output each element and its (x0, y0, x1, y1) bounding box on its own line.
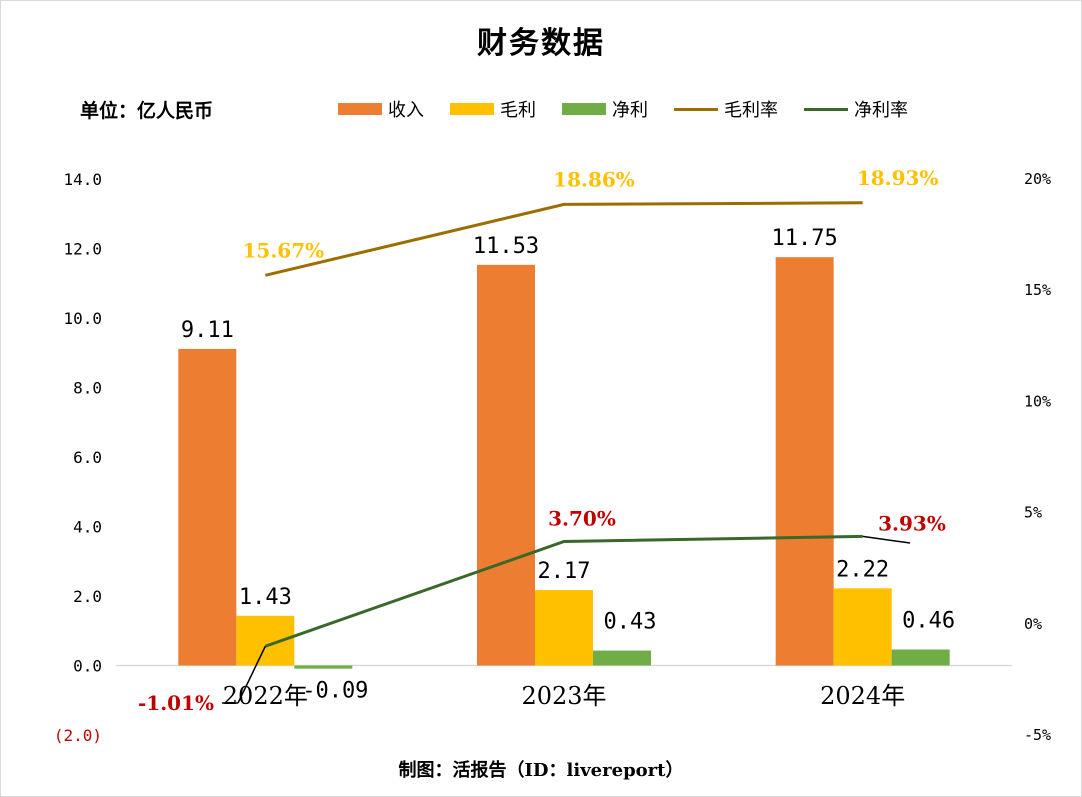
gross-margin-label: 18.93% (857, 166, 939, 190)
legend-swatch-net-margin (804, 107, 848, 111)
bar-data-label: 11.53 (473, 234, 539, 259)
left-axis-tick-label: 10.0 (63, 309, 102, 328)
left-axis-tick-label: 4.0 (73, 518, 102, 537)
legend-item-revenue: 收入 (338, 96, 424, 122)
left-axis-tick-label: 2.0 (73, 587, 102, 606)
bar-data-label: 0.46 (902, 609, 955, 634)
right-axis-tick-label: 15% (1024, 281, 1051, 299)
bar-1-2 (833, 588, 892, 666)
chart-title: 财务数据 (477, 26, 605, 61)
legend: 收入 毛利 净利 毛利率 净利率 (338, 96, 934, 122)
left-axis-tick-label: 0.0 (73, 657, 102, 676)
legend-label-net-margin: 净利率 (854, 100, 908, 121)
footer-credit: 制图：活报告（ID：livereport） (398, 760, 684, 781)
category-label: 2022年 (223, 682, 308, 710)
bar-2-1 (593, 650, 651, 666)
right-axis-tick-label: 10% (1024, 392, 1051, 410)
left-axis-tick-label: 6.0 (73, 448, 102, 467)
legend-swatch-revenue (338, 103, 382, 115)
category-label: 2024年 (820, 682, 905, 710)
legend-swatch-gross-margin (674, 107, 718, 111)
legend-item-net-margin: 净利率 (804, 96, 908, 122)
legend-item-gross-margin: 毛利率 (674, 96, 778, 122)
bar-data-label: -0.09 (302, 679, 368, 704)
legend-swatch-gross-profit (450, 103, 494, 115)
bar-2-0 (294, 665, 353, 669)
right-axis-tick-label: -5% (1024, 726, 1051, 744)
gross-margin-label: 18.86% (553, 167, 635, 191)
right-axis-tick-label: 0% (1024, 615, 1042, 633)
left-axis-tick-label: (2.0) (54, 726, 102, 745)
gross-margin-label: 15.67% (243, 238, 325, 262)
legend-swatch-net-profit (562, 103, 606, 115)
bar-data-label: 0.43 (604, 610, 657, 635)
bar-2-2 (891, 649, 950, 666)
legend-item-gross-profit: 毛利 (450, 96, 536, 122)
bar-0-2 (775, 257, 834, 666)
category-label: 2023年 (521, 682, 606, 710)
legend-label-revenue: 收入 (388, 100, 424, 121)
legend-label-gross-profit: 毛利 (500, 100, 536, 121)
bar-data-label: 1.43 (239, 585, 292, 610)
left-axis-tick-label: 14.0 (63, 170, 102, 189)
bar-0-1 (477, 264, 535, 666)
bar-0-0 (178, 348, 237, 666)
net-margin-label: 3.70% (548, 507, 616, 531)
bar-data-label: 2.22 (836, 557, 889, 582)
bar-data-label: 11.75 (772, 226, 838, 251)
legend-label-net-profit: 净利 (612, 100, 648, 121)
legend-label-gross-margin: 毛利率 (724, 100, 778, 121)
leader-line (862, 535, 911, 544)
legend-item-net-profit: 净利 (562, 96, 648, 122)
bar-data-label: 9.11 (181, 318, 234, 343)
left-axis-tick-label: 8.0 (73, 379, 102, 398)
right-axis-tick-label: 5% (1024, 504, 1042, 522)
net-margin-label: 3.93% (878, 511, 946, 535)
net-margin-label: -1.01% (138, 691, 214, 715)
leader-line (237, 645, 267, 704)
unit-label: 单位：亿人民币 (80, 100, 214, 122)
left-axis-tick-label: 12.0 (63, 240, 102, 259)
right-axis-tick-label: 20% (1024, 170, 1051, 188)
bar-1-1 (535, 590, 593, 666)
bar-data-label: 2.17 (538, 559, 591, 584)
